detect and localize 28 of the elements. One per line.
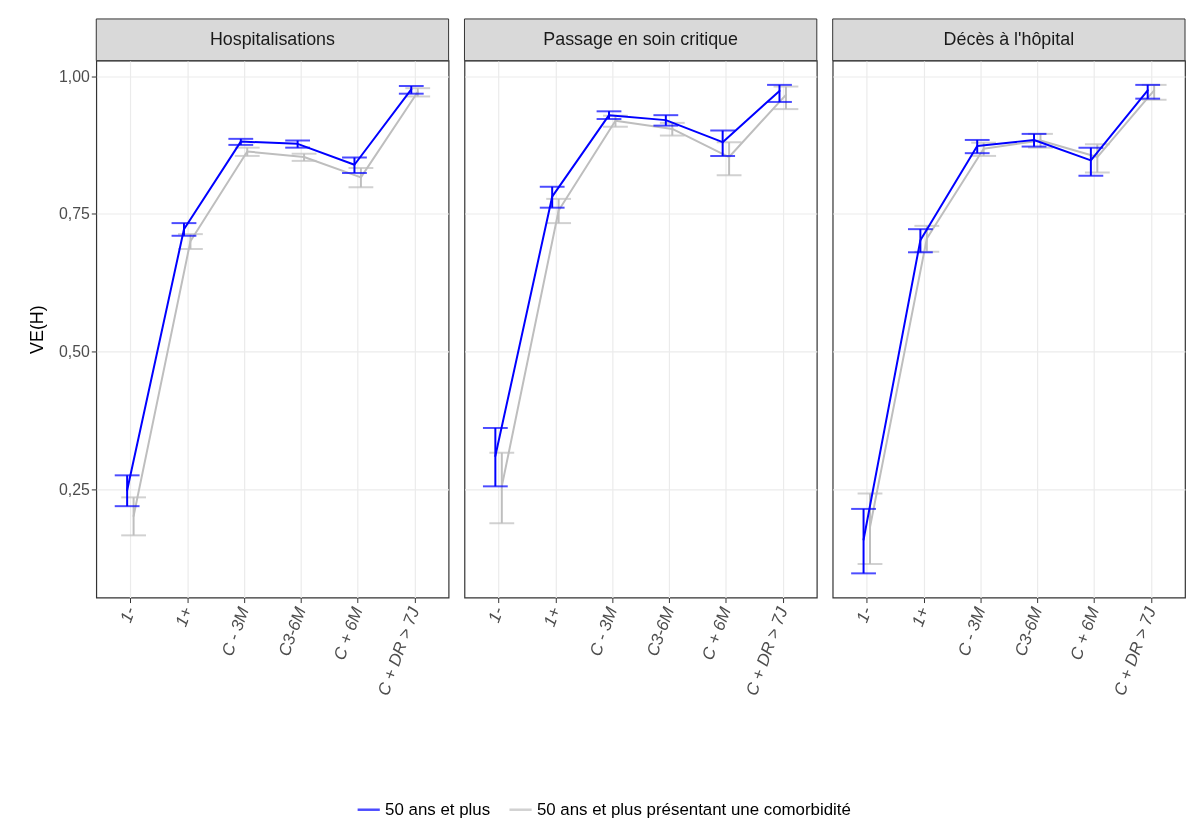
x-tick-label: C + DR > 7J	[373, 604, 424, 699]
x-tick-label: 1+	[171, 604, 197, 630]
chart-title: Hospitalisations	[209, 28, 336, 49]
x-tick-label: C - 3M	[217, 603, 254, 659]
x-tick-label: 1+	[908, 604, 933, 630]
x-tick-label: C - 3M	[954, 603, 990, 659]
x-tick-label: C + 6M	[1066, 603, 1104, 663]
y-tick-label: 1,00	[58, 67, 90, 85]
x-tick-label: C + DR > 7J	[742, 604, 792, 699]
x-tick-label: C - 3M	[585, 603, 622, 659]
x-tick-label: C + DR > 7J	[1110, 604, 1161, 699]
x-tick-label: 1-	[116, 604, 140, 626]
x-tick-label: C + 6M	[329, 603, 367, 663]
y-tick-label: 0,75	[58, 205, 90, 223]
y-axis-title: VE(H)	[27, 305, 48, 354]
legend-label: 50 ans et plus	[385, 799, 491, 819]
y-tick-label: 0,25	[58, 480, 90, 498]
x-tick-label: C + 6M	[698, 603, 736, 663]
x-tick-label: 1-	[852, 604, 876, 626]
legend-label: 50 ans et plus présentant une comorbidité	[536, 799, 851, 819]
chart-title: Décès à l'hôpital	[943, 28, 1075, 49]
x-tick-label: 1-	[484, 604, 508, 626]
x-tick-label: C3-6M	[642, 603, 679, 659]
x-tick-label: 1+	[539, 604, 565, 630]
x-tick-label: C3-6M	[1011, 603, 1047, 659]
chart-title: Passage en soin critique	[543, 28, 738, 49]
x-tick-label: C3-6M	[274, 603, 311, 659]
y-tick-label: 0,50	[58, 342, 90, 360]
